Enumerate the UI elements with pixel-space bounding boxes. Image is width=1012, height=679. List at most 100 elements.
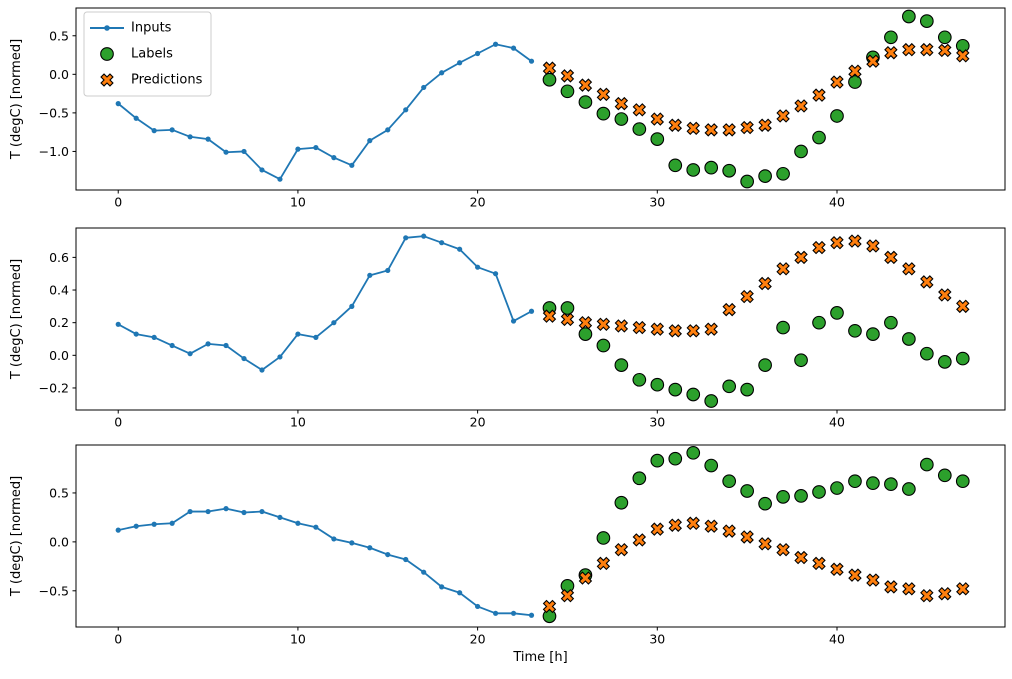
inputs-point-marker	[259, 508, 265, 515]
label-circle-marker	[650, 132, 665, 146]
prediction-x-marker	[596, 87, 611, 102]
prediction-x-marker	[920, 42, 934, 57]
label-circle-marker	[919, 346, 934, 361]
inputs-point-marker	[205, 341, 211, 347]
prediction-x-marker	[578, 315, 593, 330]
x-tick-label: 30	[649, 415, 665, 430]
axes-frame	[75, 444, 1006, 628]
x-tick-label: 10	[290, 415, 306, 430]
y-axis-label: T (degC) [normed]	[9, 39, 24, 160]
series-labels	[542, 301, 970, 408]
label-circle-marker	[866, 327, 880, 341]
prediction-x-marker	[812, 240, 826, 255]
subplot-1: 0 10 20 30 40 0.5 0.0 −0.5 −1.0 T (degC) [normed]…	[9, 7, 1006, 210]
inputs-point-marker	[421, 233, 427, 239]
label-circle-marker	[722, 379, 737, 394]
subplot-3: 0 10 20 30 40 0.5 0.0 −0.5 T (degC) [normed] Time…	[9, 444, 1006, 665]
y-axis-label: T (degC) [normed]	[9, 476, 24, 597]
label-circle-marker	[937, 30, 952, 45]
prediction-x-marker	[794, 250, 808, 265]
prediction-x-marker	[758, 537, 772, 551]
inputs-point-marker	[115, 527, 121, 533]
label-circle-marker	[722, 163, 737, 178]
inputs-point-marker	[367, 545, 373, 551]
inputs-point-marker	[169, 127, 175, 133]
inputs-point-marker	[133, 523, 139, 529]
prediction-x-marker	[740, 289, 754, 304]
y-tick-label: −0.5	[39, 105, 69, 120]
inputs-point-marker	[510, 45, 517, 51]
inputs-point-marker	[492, 271, 499, 277]
inputs-point-marker	[223, 149, 229, 155]
label-circle-marker	[866, 476, 880, 491]
prediction-x-marker	[704, 519, 718, 533]
inputs-point-marker	[331, 155, 337, 161]
prediction-x-marker	[884, 580, 898, 594]
label-circle-marker	[632, 122, 647, 136]
legend-item-label: Inputs	[131, 21, 172, 36]
inputs-point-marker	[528, 612, 535, 618]
label-circle-marker	[668, 451, 683, 466]
label-circle-marker	[830, 306, 844, 320]
y-axis-label: T (degC) [normed]	[9, 259, 24, 380]
prediction-x-marker	[722, 123, 736, 137]
label-circle-marker	[686, 387, 701, 402]
prediction-x-marker	[614, 542, 629, 557]
prediction-x-marker	[686, 516, 700, 530]
inputs-point-marker	[277, 514, 283, 521]
series-inputs	[115, 233, 535, 373]
legend-item-labels: Labels	[100, 47, 173, 62]
prediction-x-marker	[560, 588, 575, 603]
inputs-point-marker	[457, 60, 463, 66]
prediction-x-marker	[740, 120, 754, 135]
label-circle-marker	[578, 327, 593, 341]
label-circle-marker	[758, 169, 772, 183]
prediction-x-marker	[578, 571, 593, 585]
legend-line-dot-icon	[104, 25, 110, 31]
label-circle-marker	[596, 531, 611, 545]
label-circle-marker	[632, 471, 647, 486]
inputs-point-marker	[115, 101, 121, 107]
prediction-x-marker	[866, 239, 880, 253]
prediction-x-marker	[668, 118, 682, 132]
inputs-point-marker	[528, 58, 535, 64]
label-circle-marker	[704, 160, 719, 175]
x-tick-label: 10	[290, 632, 306, 647]
inputs-point-marker	[331, 536, 337, 542]
inputs-point-marker	[187, 351, 193, 357]
inputs-point-marker	[259, 167, 265, 173]
x-tick-label: 0	[114, 195, 122, 210]
legend-item-label: Labels	[131, 47, 173, 62]
inputs-point-marker	[241, 355, 247, 362]
inputs-point-marker	[223, 342, 229, 349]
series-predictions	[542, 234, 970, 338]
inputs-point-marker	[313, 334, 319, 340]
inputs-point-marker	[475, 264, 481, 270]
label-circle-marker	[812, 315, 826, 330]
prediction-x-marker	[920, 588, 934, 603]
legend-box	[83, 11, 212, 97]
series-inputs	[115, 506, 535, 618]
label-circle-marker	[614, 495, 629, 510]
x-axis-label: Time [h]	[512, 650, 567, 665]
label-circle-marker	[614, 358, 629, 372]
inputs-point-marker	[133, 115, 139, 121]
label-circle-marker	[596, 338, 611, 353]
label-circle-marker	[794, 353, 808, 368]
label-circle-marker	[650, 453, 665, 468]
label-circle-marker	[902, 332, 916, 346]
label-circle-marker	[919, 457, 934, 472]
x-tick-label: 20	[470, 415, 486, 430]
label-circle-marker	[812, 485, 826, 499]
axes-frame	[75, 227, 1006, 411]
y-tick-label: 0.2	[49, 315, 69, 330]
prediction-x-marker	[956, 299, 970, 314]
inputs-point-marker	[367, 138, 373, 144]
inputs-point-marker	[295, 146, 301, 152]
prediction-x-marker	[794, 99, 808, 113]
prediction-x-marker	[938, 587, 952, 601]
series-predictions	[542, 42, 970, 137]
y-tick-label: 0.6	[49, 250, 69, 265]
